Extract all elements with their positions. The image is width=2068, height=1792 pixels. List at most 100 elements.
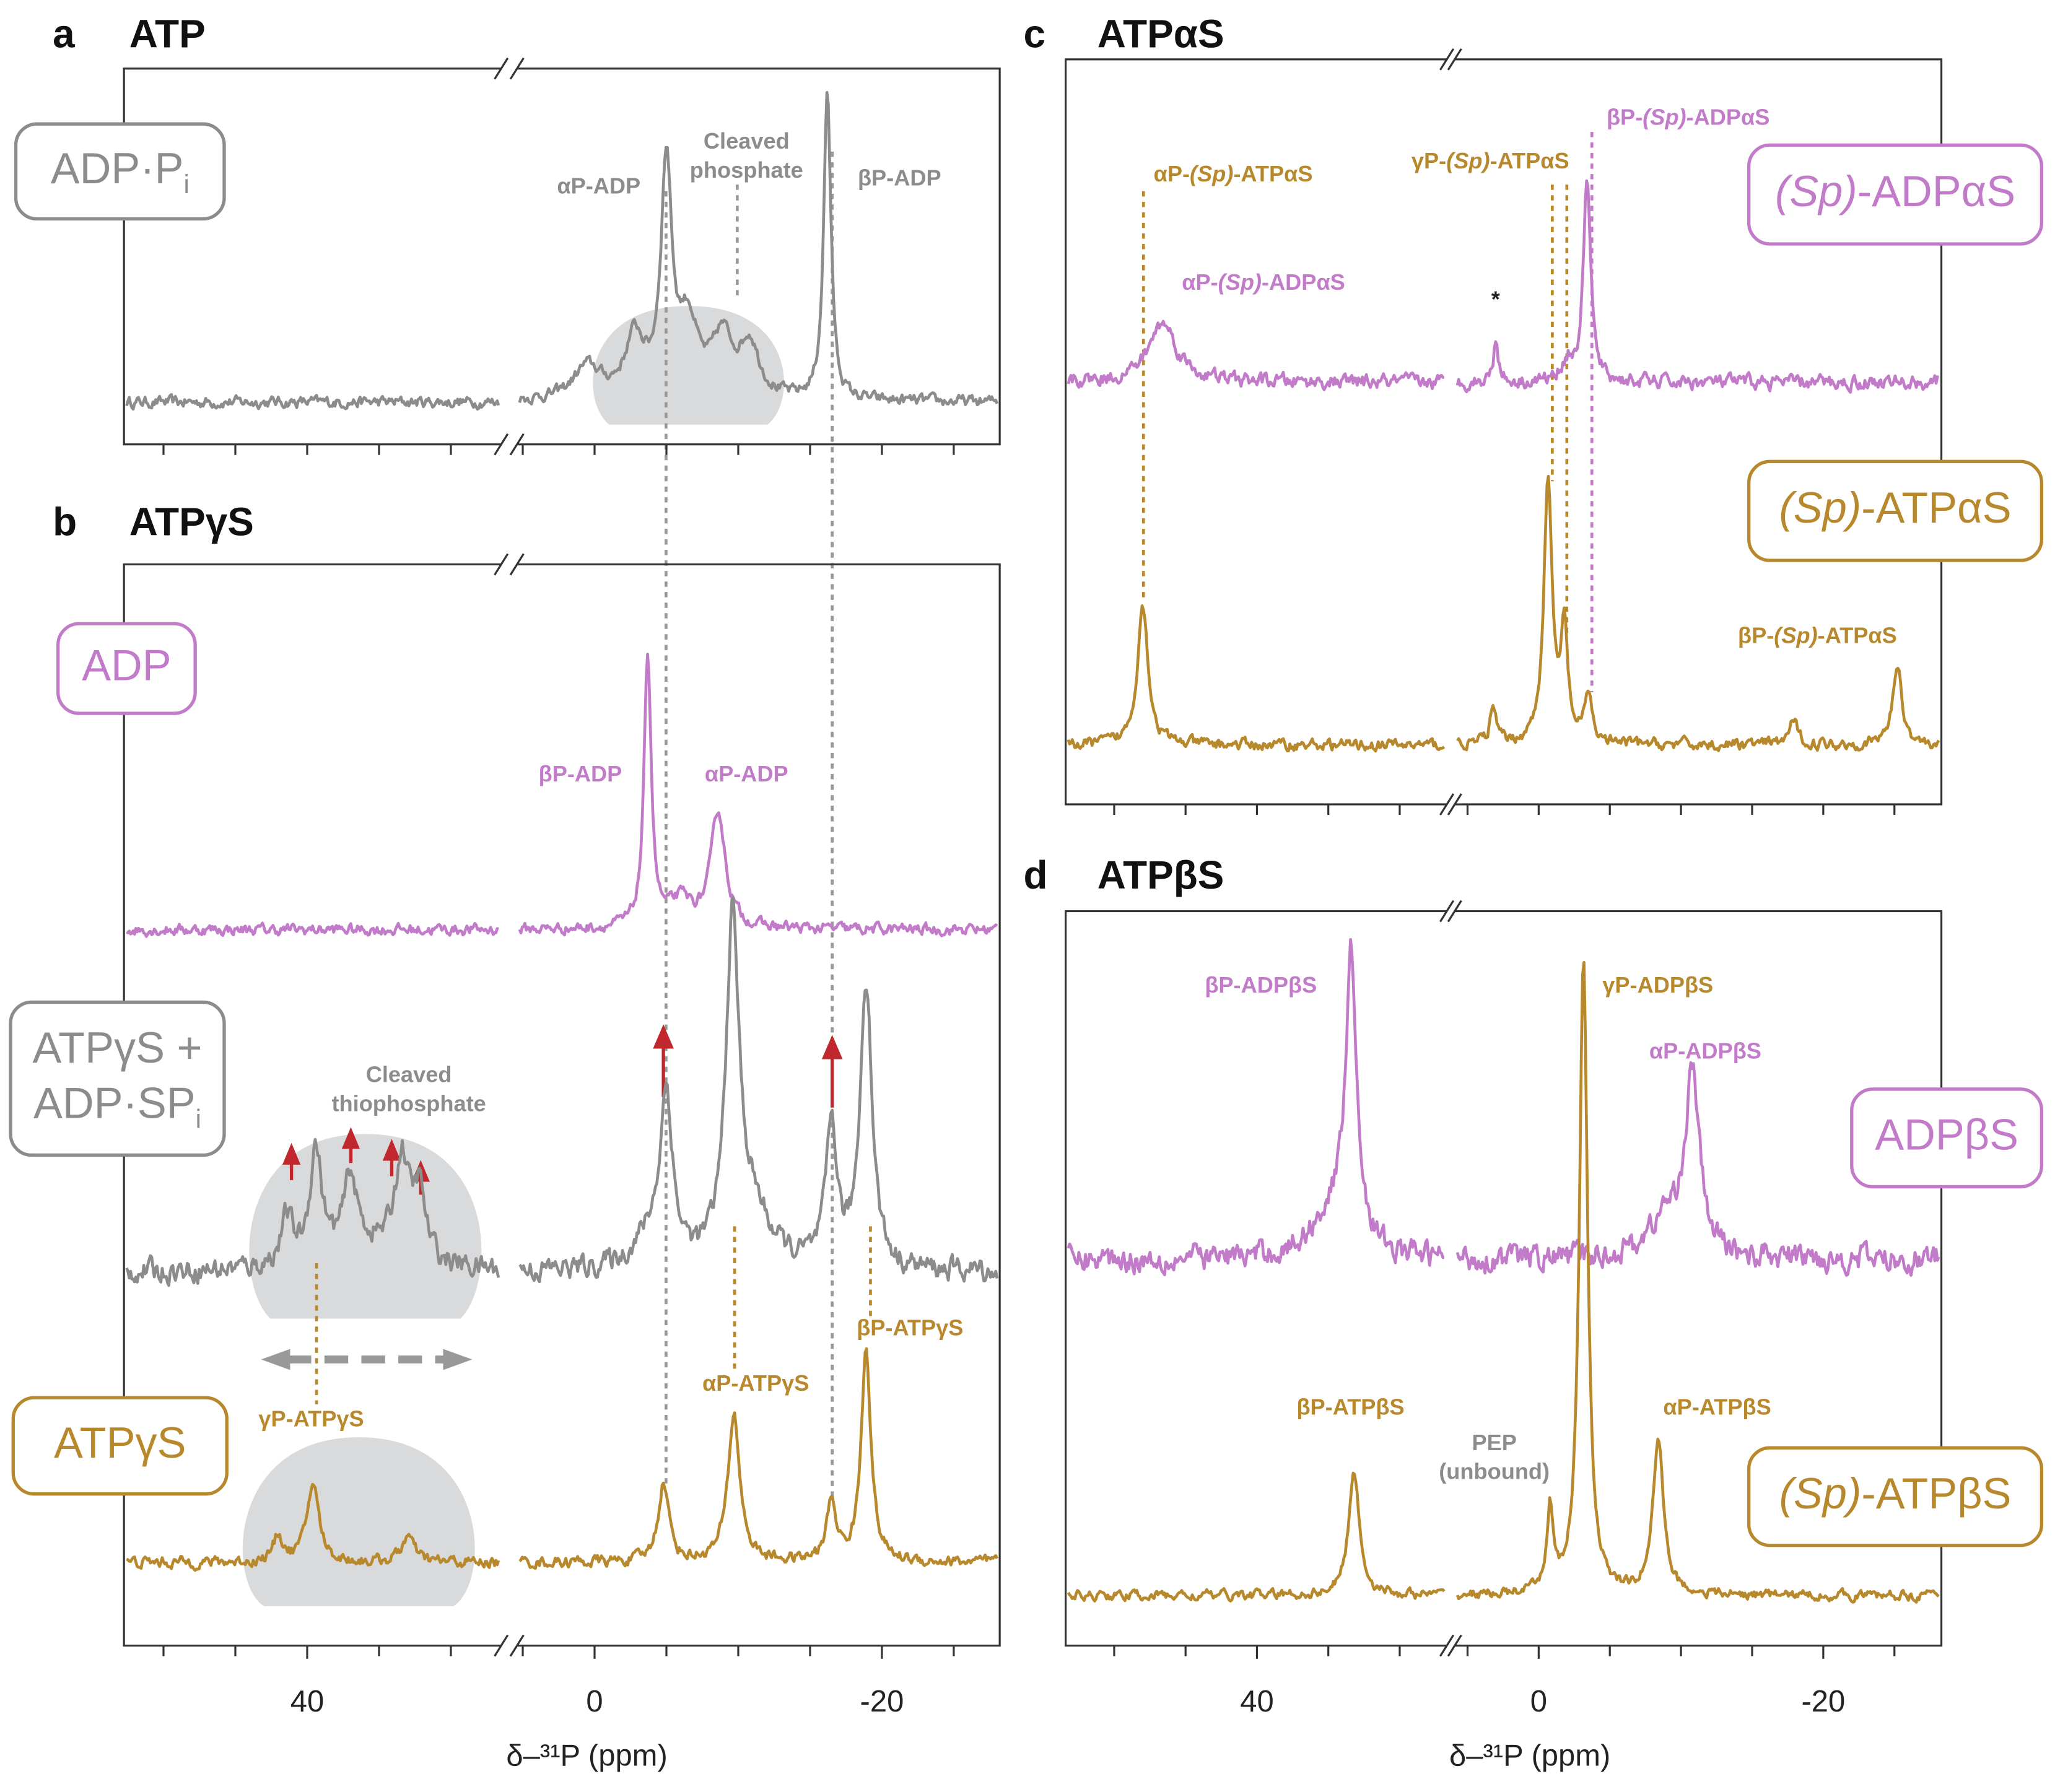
x-tick-label: 40 xyxy=(290,1685,324,1718)
text-part: phosphate xyxy=(690,157,803,182)
text-part: i xyxy=(183,170,189,199)
annotation: βP-(Sp)-ATPαS xyxy=(1738,622,1897,648)
axis-break-gap xyxy=(501,560,517,568)
text-part: (Sp) xyxy=(1218,269,1262,294)
guide-lines xyxy=(315,131,1594,1497)
x-tick-label: -20 xyxy=(1801,1685,1845,1718)
text-part: βP-ADP xyxy=(539,761,622,786)
arrow-head xyxy=(443,1349,473,1370)
text-part: (Sp) xyxy=(1446,148,1490,173)
axis-break-mark xyxy=(509,553,525,576)
x-tick-label: 40 xyxy=(1240,1685,1273,1718)
panel-title: ATPαS xyxy=(1097,12,1224,56)
panel-letter: c xyxy=(1023,12,1045,56)
axis-break-mark xyxy=(1447,1634,1462,1657)
text-part: (Sp) xyxy=(1779,483,1862,532)
annotation: αP-(Sp)-ATPαS xyxy=(1154,161,1313,186)
annotation: αP-(Sp)-ADPαS xyxy=(1182,269,1345,294)
text-part: βP-ADP xyxy=(858,165,941,190)
legend-box xyxy=(9,1000,226,1157)
annotation: αP-ATPγS xyxy=(702,1370,809,1396)
text-part: ADP·P xyxy=(51,143,184,192)
text-part: -ADPαS xyxy=(1857,167,2015,215)
axis-break-mark xyxy=(494,1634,509,1657)
axis-break-mark xyxy=(1447,48,1462,71)
x-axis-label: δ–³¹P (ppm) xyxy=(506,1739,667,1773)
legend-label: (Sp)-ATPβS xyxy=(1779,1469,2012,1518)
panel-letter: b xyxy=(53,499,77,544)
plot-frame xyxy=(1065,58,1943,806)
spectrum-trace xyxy=(1067,937,1940,1277)
text-part: -ADPαS xyxy=(1686,104,1770,129)
annotation: αP-ATPβS xyxy=(1663,1394,1771,1419)
axis-break-mark xyxy=(509,1634,525,1657)
annotation: αP-ADP xyxy=(557,173,640,198)
annotation: βP-ATPβS xyxy=(1296,1394,1404,1419)
axis-break-mark xyxy=(1447,900,1462,923)
text-part: (Sp) xyxy=(1643,104,1686,129)
plot-frame xyxy=(123,67,1001,446)
text-part: Cleaved xyxy=(704,128,790,154)
axis-break-gap xyxy=(501,440,517,449)
text-part: ADP xyxy=(82,640,171,689)
spectrum-trace xyxy=(126,1347,999,1572)
arrow-head xyxy=(282,1142,301,1165)
annotation: αP-ADP xyxy=(705,761,788,786)
annotation: Cleaved thiophosphate xyxy=(331,1061,486,1116)
cleaved-region xyxy=(242,1437,475,1606)
text-part: ATPγS + xyxy=(33,1023,203,1072)
legend-box xyxy=(11,1396,229,1496)
axis-break-mark xyxy=(494,57,509,80)
annotation: βP-ATPγS xyxy=(857,1315,963,1340)
text-part: ATPγS xyxy=(54,1418,186,1467)
axis-break-mark xyxy=(1439,793,1455,816)
text-part: αP-ATPβS xyxy=(1663,1394,1771,1419)
text-part: * xyxy=(1491,286,1501,311)
text-part: -ATPαS xyxy=(1233,161,1312,186)
x-tick-label: 0 xyxy=(1530,1685,1547,1718)
text-part: γP-ATPγS xyxy=(258,1406,364,1431)
legend-label: ADP·Pi xyxy=(51,143,190,198)
annotation: γP-(Sp)-ATPαS xyxy=(1411,148,1569,173)
legend-label: ADP xyxy=(82,640,171,689)
spectrum-trace xyxy=(1067,474,1940,753)
annotation: βP-ADP xyxy=(858,165,941,190)
text-part: βP- xyxy=(1738,622,1774,648)
axis-break-mark xyxy=(494,433,509,456)
text-part: -ATPαS xyxy=(1818,622,1897,648)
legend-label: ADPβS xyxy=(1875,1110,2018,1159)
text-part: βP-ATPβS xyxy=(1296,1394,1404,1419)
text-part: βP- xyxy=(1607,104,1643,129)
legend-label: (Sp)-ADPαS xyxy=(1775,167,2015,215)
axis-break-mark xyxy=(1447,793,1462,816)
text-part: βP-ATPγS xyxy=(857,1315,963,1340)
panel-letter: a xyxy=(53,12,75,56)
range-arrow xyxy=(261,1349,473,1370)
annotation: PEP (unbound) xyxy=(1439,1429,1550,1484)
annotation: βP-ADP xyxy=(539,761,622,786)
arrow-head xyxy=(821,1035,843,1059)
text-part: αP-ADP xyxy=(705,761,788,786)
text-part: ADP·SP xyxy=(33,1078,196,1127)
spectrum-trace xyxy=(125,90,999,411)
x-axis-label: δ–³¹P (ppm) xyxy=(1449,1739,1610,1773)
text-part: γP-ADPβS xyxy=(1602,972,1713,997)
text-part: αP-ADP xyxy=(557,173,640,198)
text-part: -ATPβS xyxy=(1861,1469,2011,1518)
arrow-head xyxy=(261,1349,290,1370)
text-part: i xyxy=(196,1104,201,1133)
panel-letter: d xyxy=(1023,853,1047,897)
text-part: αP-ADPβS xyxy=(1649,1038,1761,1063)
legend-box xyxy=(56,622,197,715)
text-part: ADPβS xyxy=(1875,1110,2018,1159)
text-part: thiophosphate xyxy=(331,1090,486,1116)
text-part: (Sp) xyxy=(1779,1469,1862,1518)
spectrum-trace xyxy=(1067,960,1940,1604)
axis-break-mark xyxy=(494,553,509,576)
annotation: γP-ADPβS xyxy=(1602,972,1713,997)
axis-break-gap xyxy=(501,1642,517,1650)
annotation: βP-(Sp)-ADPαS xyxy=(1607,104,1769,129)
annotation: Cleaved phosphate xyxy=(690,128,803,183)
